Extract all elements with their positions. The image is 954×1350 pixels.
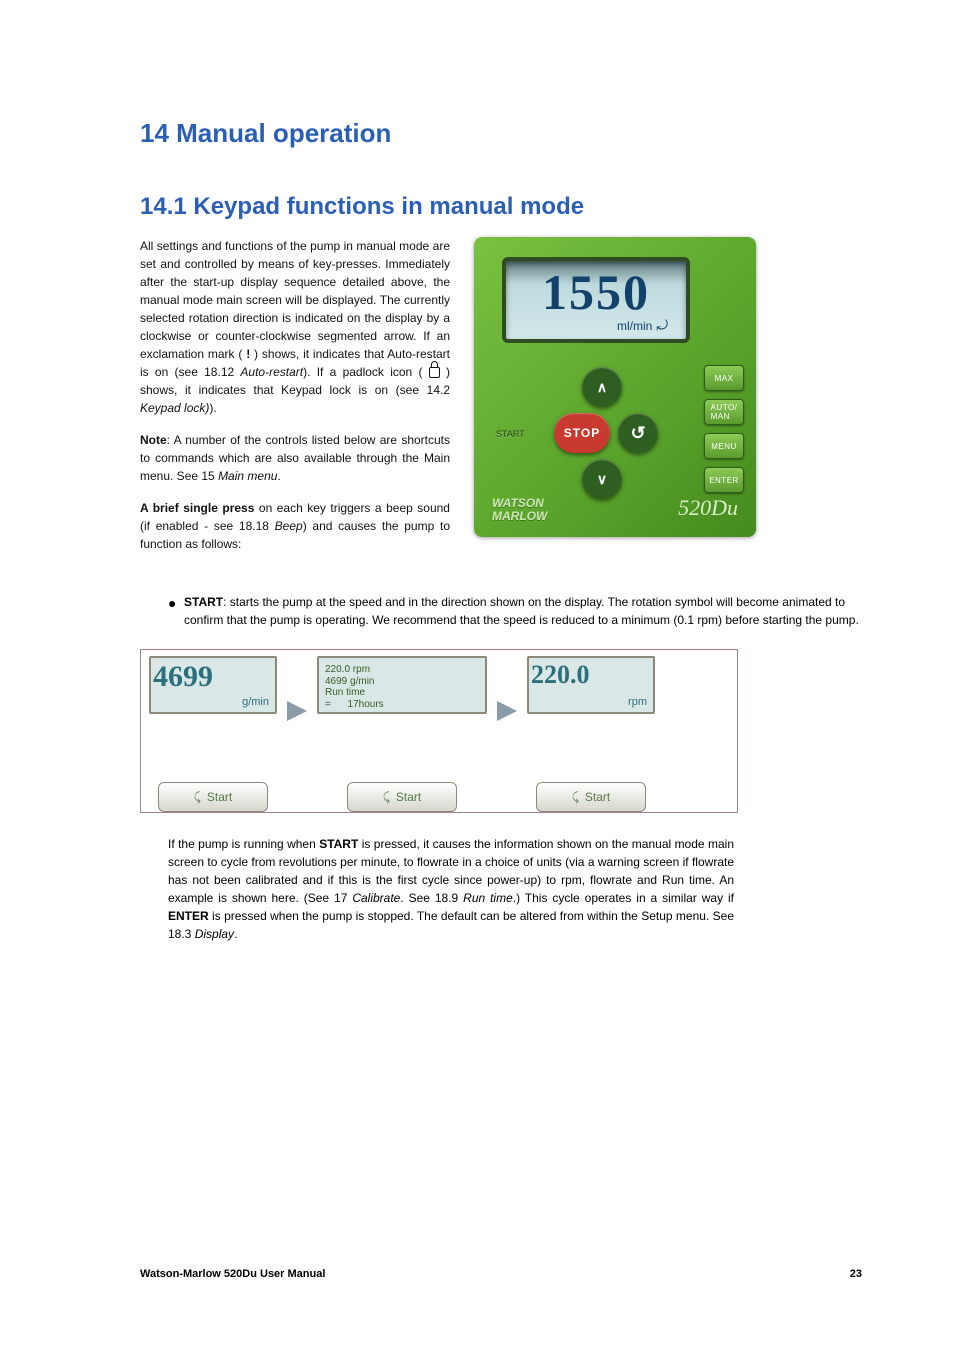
cycle-panel-3: 220.0 rpm bbox=[527, 656, 655, 714]
cycle-panel-1: 4699 g/min bbox=[149, 656, 277, 714]
start-label: START bbox=[496, 429, 525, 439]
menu-button[interactable]: MENU bbox=[704, 433, 744, 459]
page: 14 Manual operation 14.1 Keypad function… bbox=[0, 0, 954, 1350]
padlock-icon bbox=[429, 367, 440, 378]
cycle-panel-2: 220.0 rpm 4699 g/min Run time = 17hours bbox=[317, 656, 487, 714]
max-button[interactable]: MAX bbox=[704, 365, 744, 391]
page-footer: Watson-Marlow 520Du User Manual 23 bbox=[140, 1268, 862, 1280]
brand-label: WATSON MARLOW bbox=[492, 497, 547, 523]
left-text-column: All settings and functions of the pump i… bbox=[140, 237, 450, 567]
lcd-value: 1550 bbox=[506, 263, 686, 321]
cycle-start-3[interactable]: ⤹Start bbox=[536, 782, 646, 812]
page-number: 23 bbox=[850, 1268, 862, 1280]
up-button[interactable]: ∧ bbox=[582, 367, 622, 407]
paragraph-intro: All settings and functions of the pump i… bbox=[140, 237, 450, 417]
cycle-start-2[interactable]: ⤹Start bbox=[347, 782, 457, 812]
cycle-start-1[interactable]: ⤹Start bbox=[158, 782, 268, 812]
pump-lcd: 1550 ml/min⤾ bbox=[502, 257, 690, 343]
paragraph-brief-press: A brief single press on each key trigger… bbox=[140, 499, 450, 553]
display-cycle-figure: 4699 g/min ⤹Start 220.0 rpm 4699 g/min R… bbox=[140, 649, 738, 813]
auto-man-button[interactable]: AUTO/ MAN bbox=[704, 399, 744, 425]
model-label: 520Du bbox=[678, 495, 738, 521]
stop-button[interactable]: STOP bbox=[554, 413, 610, 453]
arrow-icon bbox=[287, 701, 307, 721]
section-heading: 14.1 Keypad functions in manual mode bbox=[140, 193, 862, 221]
arrow-icon bbox=[497, 701, 517, 721]
bullet-text: START: starts the pump at the speed and … bbox=[184, 593, 862, 629]
pump-front-panel: 1550 ml/min⤾ ∧ ∨ STOP ↺ START MAX AUTO/ … bbox=[474, 237, 756, 537]
right-image-column: 1550 ml/min⤾ ∧ ∨ STOP ↺ START MAX AUTO/ … bbox=[468, 237, 862, 567]
footer-title: Watson-Marlow 520Du User Manual bbox=[140, 1268, 325, 1280]
start-bullet: ● START: starts the pump at the speed an… bbox=[140, 593, 862, 629]
paragraph-note: Note: A number of the controls listed be… bbox=[140, 431, 450, 485]
enter-button[interactable]: ENTER bbox=[704, 467, 744, 493]
bullet-marker: ● bbox=[168, 593, 184, 629]
paragraph-cycle-explain: If the pump is running when START is pre… bbox=[140, 835, 734, 943]
chapter-heading: 14 Manual operation bbox=[140, 118, 862, 149]
rotate-button[interactable]: ↺ bbox=[618, 413, 658, 453]
down-button[interactable]: ∨ bbox=[582, 459, 622, 499]
two-column-layout: All settings and functions of the pump i… bbox=[140, 237, 862, 567]
rotation-arc-icon: ⤾ bbox=[656, 317, 668, 333]
dpad-cluster: ∧ ∨ STOP ↺ bbox=[536, 367, 668, 499]
